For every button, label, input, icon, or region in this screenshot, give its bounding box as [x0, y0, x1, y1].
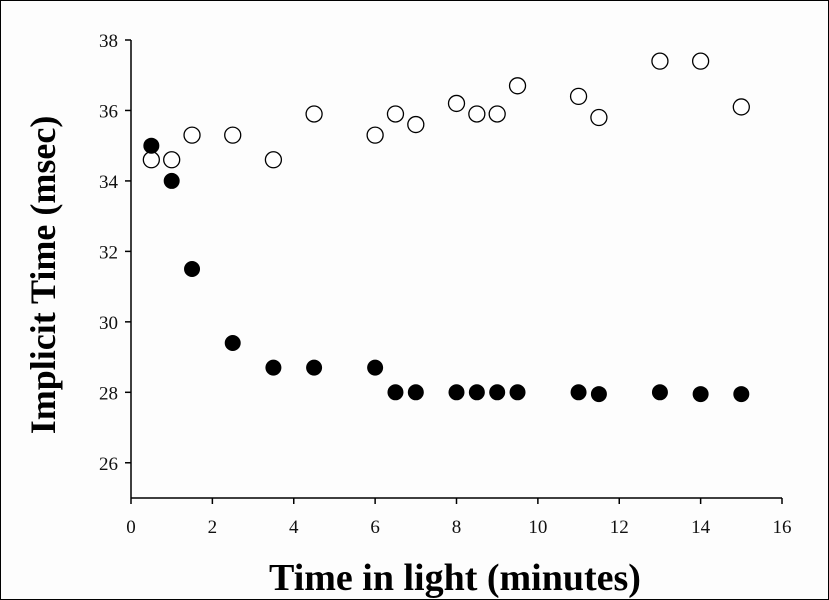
- open-circle-point: [468, 105, 486, 123]
- open-circle-point: [488, 105, 506, 123]
- open-circle-point: [386, 105, 405, 123]
- filled-circle-point: [692, 386, 709, 403]
- x-tick-label: 12: [610, 517, 629, 538]
- filled-circle-point: [163, 172, 180, 189]
- y-tick-label: 36: [99, 101, 118, 122]
- filled-circle-point: [590, 386, 607, 403]
- filled-circle-point: [570, 384, 587, 401]
- filled-circle-point: [468, 384, 485, 401]
- x-tick-label: 10: [528, 517, 547, 538]
- open-circle-point: [508, 77, 527, 95]
- open-circle-point: [590, 108, 608, 127]
- x-tick-label: 14: [691, 517, 711, 538]
- y-tick-label: 30: [99, 313, 118, 334]
- open-circle-point: [732, 98, 750, 116]
- y-tick-label: 26: [99, 454, 118, 475]
- filled-circle-point: [387, 384, 404, 401]
- open-circle-point: [224, 126, 242, 144]
- x-tick-label: 8: [452, 517, 462, 538]
- y-tick-label: 28: [99, 383, 118, 404]
- open-circle-point: [264, 151, 283, 169]
- filled-circle-point: [224, 334, 241, 351]
- filled-circle-point: [306, 359, 323, 376]
- data-points: [142, 52, 750, 403]
- filled-circle-point: [367, 359, 384, 376]
- filled-circle-point: [489, 384, 506, 401]
- y-axis-title: Implicit Time (msec): [23, 116, 63, 435]
- y-tick-label: 38: [99, 31, 118, 52]
- open-circle-point: [183, 126, 201, 144]
- open-circle-point: [691, 52, 710, 70]
- open-circle-point: [142, 151, 160, 169]
- x-axis-title: Time in light (minutes): [269, 557, 641, 599]
- filled-circle-point: [509, 384, 526, 401]
- x-axis-ticks: 0 2 4 6 8 10 12 14 16: [126, 498, 792, 538]
- filled-circle-point: [733, 386, 750, 403]
- filled-circle-point: [265, 359, 282, 376]
- filled-circle-point: [407, 384, 424, 401]
- filled-circle-point: [448, 384, 465, 401]
- open-circle-point: [407, 115, 425, 134]
- x-tick-label: 0: [126, 517, 136, 538]
- open-circle-point: [305, 105, 323, 123]
- open-circle-point: [651, 52, 669, 70]
- y-tick-label: 34: [99, 172, 119, 193]
- filled-circle-point: [184, 261, 201, 277]
- x-tick-label: 6: [370, 517, 380, 538]
- filled-circle-point: [143, 137, 160, 154]
- y-tick-label: 32: [99, 242, 118, 263]
- x-tick-label: 2: [208, 517, 218, 538]
- filled-circle-point: [651, 384, 668, 401]
- open-circle-point: [447, 94, 466, 113]
- open-circle-point: [569, 87, 588, 106]
- x-tick-label: 16: [773, 517, 792, 538]
- x-tick-label: 4: [289, 517, 299, 538]
- open-circle-point: [163, 151, 181, 169]
- y-axis-ticks: 26 28 30 32 34 36 38: [99, 31, 131, 475]
- open-circle-point: [366, 126, 384, 144]
